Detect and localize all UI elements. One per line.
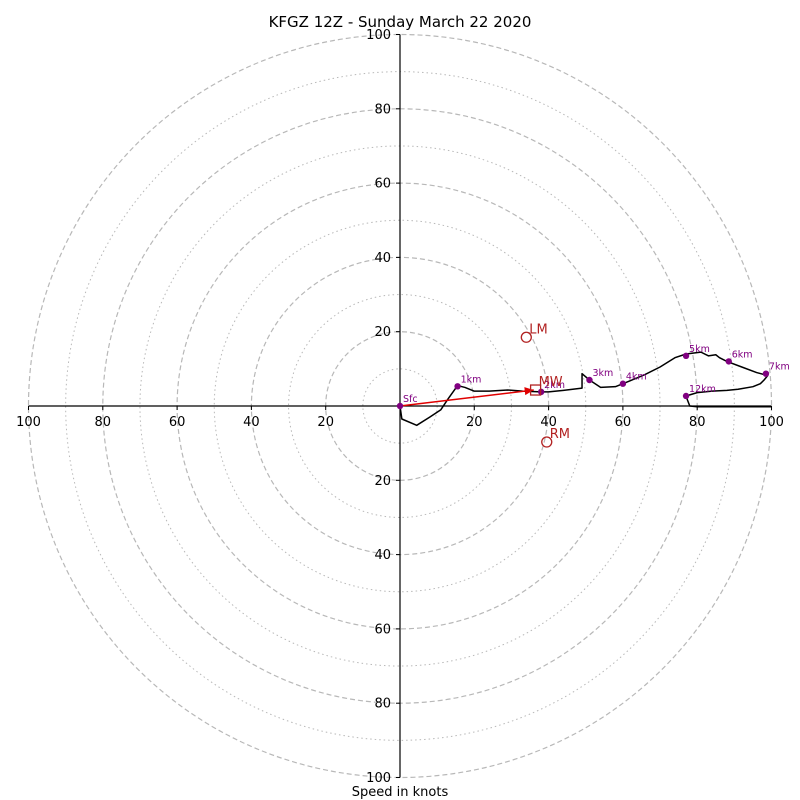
height-marker-7km xyxy=(762,370,770,377)
x-tick-label: 40 xyxy=(243,415,260,430)
storm-motion-markers: LM RM MW xyxy=(520,322,570,448)
shear-arrow-head xyxy=(524,387,534,396)
height-marker-12km xyxy=(682,392,690,400)
x-tick-label: 40 xyxy=(540,415,557,430)
x-tick-label: 80 xyxy=(689,415,706,430)
x-axis-label: Speed in knots xyxy=(352,785,449,800)
height-marker-6km xyxy=(725,358,732,365)
storm-motion-rm-marker xyxy=(541,436,553,448)
height-marker-4km xyxy=(619,380,627,387)
hodograph-trace-group xyxy=(399,351,772,427)
storm-motion-lm-marker xyxy=(520,331,532,343)
tick-labels: 100 80 60 40 20 20 40 60 80 100 100 80 60 40 20 20 40 60 8… xyxy=(16,28,784,786)
storm-motion-lm-label: LM xyxy=(529,322,547,337)
height-marker-5km xyxy=(682,352,690,360)
height-label-5km: 5km xyxy=(689,344,710,355)
y-tick-label: 20 xyxy=(374,325,391,340)
height-label-12km: 12km xyxy=(689,384,716,395)
height-marker-1km xyxy=(454,383,461,390)
y-tick-label: 40 xyxy=(374,548,391,563)
y-tick-label: 20 xyxy=(374,474,391,489)
storm-motion-mw-marker xyxy=(529,384,542,396)
y-tick-label: 100 xyxy=(366,771,391,786)
height-label-6km: 6km xyxy=(732,349,753,360)
storm-motion-rm-label: RM xyxy=(550,427,570,442)
height-label-7km: 7km xyxy=(769,362,790,373)
chart-title: KFGZ 12Z - Sunday March 22 2020 xyxy=(269,13,532,31)
hodograph-trace xyxy=(399,351,772,427)
x-tick-label: 20 xyxy=(466,415,483,430)
y-tick-label: 100 xyxy=(366,28,391,43)
y-tick-label: 80 xyxy=(374,102,391,117)
height-markers: Sfc 1km 2km 3km 4km 5km 6km 7km 12km xyxy=(396,344,790,410)
shear-arrow-group xyxy=(399,387,534,407)
y-tick-label: 60 xyxy=(374,622,391,637)
height-label-3km: 3km xyxy=(592,368,613,379)
height-label-4km: 4km xyxy=(626,372,647,383)
height-marker-sfc xyxy=(396,402,404,410)
x-tick-label: 80 xyxy=(95,415,112,430)
height-marker-3km xyxy=(586,376,593,384)
y-tick-label: 80 xyxy=(374,697,391,712)
height-label-2km: 2km xyxy=(544,380,565,391)
x-tick-label: 100 xyxy=(759,415,784,430)
height-label-1km: 1km xyxy=(461,374,482,385)
y-tick-label: 60 xyxy=(374,177,391,192)
x-tick-label: 100 xyxy=(16,415,41,430)
x-tick-label: 20 xyxy=(317,415,334,430)
x-tick-label: 60 xyxy=(169,415,186,430)
height-label-sfc: Sfc xyxy=(403,394,418,405)
y-tick-label: 40 xyxy=(374,251,391,266)
storm-motion-mw-label: MW xyxy=(539,375,563,390)
x-tick-label: 60 xyxy=(615,415,632,430)
shear-arrow-shaft xyxy=(399,389,534,407)
